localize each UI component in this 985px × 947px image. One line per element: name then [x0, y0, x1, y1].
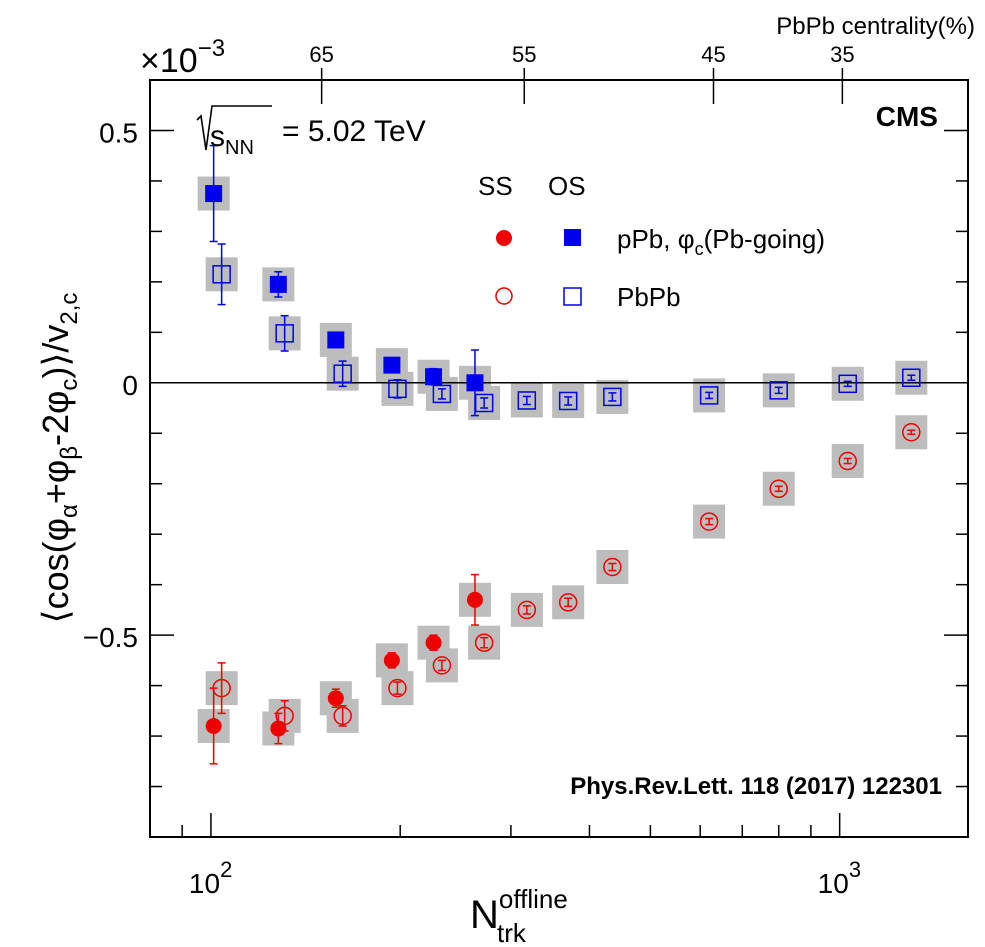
sqrt-sign [196, 105, 272, 151]
point-pbpb-os [769, 381, 788, 400]
point-ppb-c-pb-going-ss [425, 634, 442, 651]
point-pbpb-ss [838, 451, 857, 471]
point-pbpb-ss [517, 600, 537, 620]
x-tick-label: 103 [818, 857, 861, 899]
point-pbpb-os [388, 379, 407, 399]
legend-marker-ss-ppb [496, 230, 512, 246]
legend-label-ppb: pPb, φc(Pb-going) [617, 224, 825, 259]
point-ppb-c-pb-going-ss [383, 652, 400, 669]
legend-header-os: OS [548, 171, 586, 201]
point-pbpb-os [699, 386, 719, 405]
point-pbpb-ss [603, 557, 622, 577]
legend-marker-ss-pbpb [495, 287, 513, 305]
point-pbpb-os [432, 384, 452, 404]
point-ppb-c-pb-going-os [466, 374, 484, 392]
point-pbpb-ss [769, 479, 788, 499]
y-tick-label: −0.5 [83, 622, 138, 653]
y-tick-label: 0 [122, 370, 138, 401]
point-pbpb-os [902, 368, 921, 388]
legend-label-pbpb: PbPb [617, 282, 681, 312]
point-pbpb-ss [333, 706, 352, 726]
point-pbpb-os [333, 364, 352, 383]
legend-header-ss: SS [478, 171, 513, 201]
point-ppb-c-pb-going-os [425, 368, 443, 386]
energy-label: sNN = 5.02 TeV [196, 105, 426, 159]
point-ppb-c-pb-going-os [269, 275, 287, 293]
point-pbpb-ss [474, 633, 494, 652]
top-tick-label: 35 [830, 42, 854, 67]
legend-marker-os-ppb [564, 229, 581, 246]
x-axis-title: Noffline [470, 884, 568, 937]
y-tick-label: 0.5 [99, 117, 138, 148]
y-axis-title: ⟨cos(φα+φβ-2φc)⟩/v2,c [35, 293, 83, 624]
point-pbpb-ss [432, 656, 452, 675]
point-pbpb-os [517, 391, 537, 410]
point-ppb-c-pb-going-ss [327, 690, 344, 707]
point-pbpb-ss [558, 593, 578, 612]
point-ppb-c-pb-going-os [383, 356, 401, 374]
top-axis-title: PbPb centrality(%) [776, 13, 975, 40]
point-pbpb-ss [699, 512, 719, 531]
data-points [205, 144, 921, 765]
x-tick-label: 102 [189, 857, 232, 899]
point-pbpb-os [558, 391, 578, 411]
reference-label: Phys.Rev.Lett. 118 (2017) 122301 [570, 773, 942, 800]
point-pbpb-os [474, 393, 494, 413]
systematic-boxes [197, 176, 928, 746]
point-pbpb-os [838, 374, 857, 394]
point-pbpb-os [603, 387, 622, 407]
energy-value: = 5.02 TeV [282, 115, 426, 148]
point-pbpb-ss [388, 678, 407, 698]
point-pbpb-os [212, 265, 231, 284]
top-tick-label: 55 [512, 42, 536, 67]
point-ppb-c-pb-going-ss [466, 591, 483, 608]
experiment-label: CMS [876, 101, 938, 132]
y-multiplier: ×10−3 [140, 35, 225, 80]
point-pbpb-ss [212, 678, 231, 698]
axes: 0.5 0 −0.5 102 103 65 55 45 35 [83, 42, 968, 899]
top-tick-label: 45 [701, 42, 725, 67]
point-pbpb-os [275, 324, 294, 343]
point-pbpb-ss [902, 423, 921, 442]
top-tick-label: 65 [309, 42, 333, 67]
point-pbpb-ss [275, 706, 294, 726]
legend-marker-os-pbpb [563, 287, 582, 306]
legend: SS OS pPb, φc(Pb-going) PbPb [478, 171, 825, 312]
point-ppb-c-pb-going-os [205, 185, 223, 203]
svg-text:sNN: sNN [210, 120, 254, 159]
x-axis-title-sub: trk [497, 918, 527, 947]
point-ppb-c-pb-going-os [327, 331, 345, 349]
point-ppb-c-pb-going-ss [205, 717, 222, 734]
plot-frame [149, 79, 969, 838]
